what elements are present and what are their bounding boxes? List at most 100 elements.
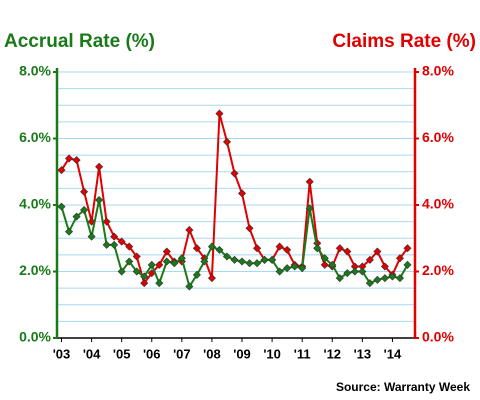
data-point — [305, 177, 314, 186]
data-point — [253, 259, 262, 268]
x-tick-label: '12 — [323, 346, 341, 361]
data-point — [207, 274, 216, 283]
data-point — [403, 244, 412, 253]
data-point — [283, 264, 292, 273]
data-point — [275, 267, 284, 276]
x-tick-label: '14 — [384, 346, 402, 361]
data-point — [162, 257, 171, 266]
data-point — [245, 224, 254, 233]
data-point — [343, 247, 352, 256]
x-tick-label: '06 — [143, 346, 161, 361]
data-point — [305, 204, 314, 213]
left-axis-title: Accrual Rate (%) — [4, 31, 155, 52]
data-point — [200, 257, 209, 266]
data-point — [380, 262, 389, 271]
x-tick-label: '10 — [263, 346, 281, 361]
y-tick-label: 6.0% — [19, 129, 51, 145]
data-point — [125, 242, 134, 251]
data-point — [298, 264, 307, 273]
data-point — [147, 260, 156, 269]
data-point — [373, 247, 382, 256]
data-point — [72, 156, 81, 165]
y2-tick-label: 2.0% — [422, 262, 454, 278]
data-point — [268, 255, 277, 264]
data-point — [80, 205, 89, 215]
data-point — [140, 279, 149, 288]
x-tick-label: '11 — [294, 346, 311, 361]
data-point — [65, 154, 74, 163]
data-point — [313, 244, 322, 253]
data-point — [260, 255, 269, 264]
data-point — [215, 245, 224, 254]
y2-tick-label: 4.0% — [422, 196, 454, 212]
data-point — [192, 244, 201, 253]
data-point — [132, 267, 141, 276]
data-point — [87, 232, 96, 241]
source-note: Source: Warranty Week — [336, 380, 470, 394]
data-point — [215, 109, 224, 118]
data-point — [110, 240, 119, 249]
data-point — [222, 137, 231, 146]
y-tick-label: 0.0% — [19, 329, 51, 345]
data-point — [395, 254, 404, 263]
x-tick-label: '07 — [173, 346, 191, 361]
data-point — [365, 279, 374, 288]
x-tick-label: '08 — [203, 346, 221, 361]
data-point — [207, 242, 216, 251]
data-point — [102, 217, 111, 226]
data-point — [245, 259, 254, 268]
data-point — [275, 242, 284, 251]
data-point — [380, 274, 389, 283]
data-point — [230, 169, 239, 178]
x-tick-label: '04 — [83, 346, 101, 361]
data-point — [395, 274, 404, 283]
data-point — [358, 267, 367, 276]
data-point — [222, 252, 231, 261]
data-point — [185, 282, 194, 291]
data-point — [253, 244, 262, 253]
data-point — [335, 244, 344, 253]
data-point — [155, 260, 164, 269]
y2-tick-label: 8.0% — [422, 63, 454, 79]
data-point — [117, 237, 126, 246]
data-point — [57, 166, 66, 175]
data-point — [110, 232, 119, 241]
data-point — [328, 260, 337, 269]
y2-tick-label: 0.0% — [422, 329, 454, 345]
x-tick-label: '05 — [113, 346, 131, 361]
data-point — [125, 257, 134, 266]
right-axis-title: Claims Rate (%) — [332, 31, 476, 52]
y-tick-label: 8.0% — [19, 63, 51, 79]
data-point — [185, 225, 194, 234]
data-point — [117, 267, 126, 276]
data-point — [162, 247, 171, 256]
x-tick-label: '09 — [233, 346, 251, 361]
data-point — [350, 267, 359, 276]
x-tick-label: '03 — [53, 346, 71, 361]
data-point — [290, 262, 299, 271]
x-tick-label: '13 — [354, 346, 372, 361]
data-point — [140, 272, 149, 281]
data-point — [237, 257, 247, 266]
data-point — [320, 254, 329, 263]
data-point — [177, 254, 186, 263]
data-point — [80, 187, 89, 196]
data-point — [365, 255, 374, 264]
data-point — [155, 279, 164, 288]
data-point — [95, 195, 104, 205]
data-point — [72, 212, 81, 221]
data-point — [192, 270, 201, 279]
data-point — [230, 255, 239, 264]
y-tick-label: 2.0% — [19, 262, 51, 278]
data-point — [95, 162, 104, 171]
data-point — [237, 189, 247, 198]
data-point — [57, 202, 66, 211]
data-point — [102, 240, 111, 249]
data-point — [403, 260, 412, 269]
data-point — [343, 269, 352, 278]
data-point — [65, 227, 74, 236]
data-point — [170, 259, 179, 268]
y-tick-label: 4.0% — [19, 196, 51, 212]
data-point — [283, 245, 292, 254]
